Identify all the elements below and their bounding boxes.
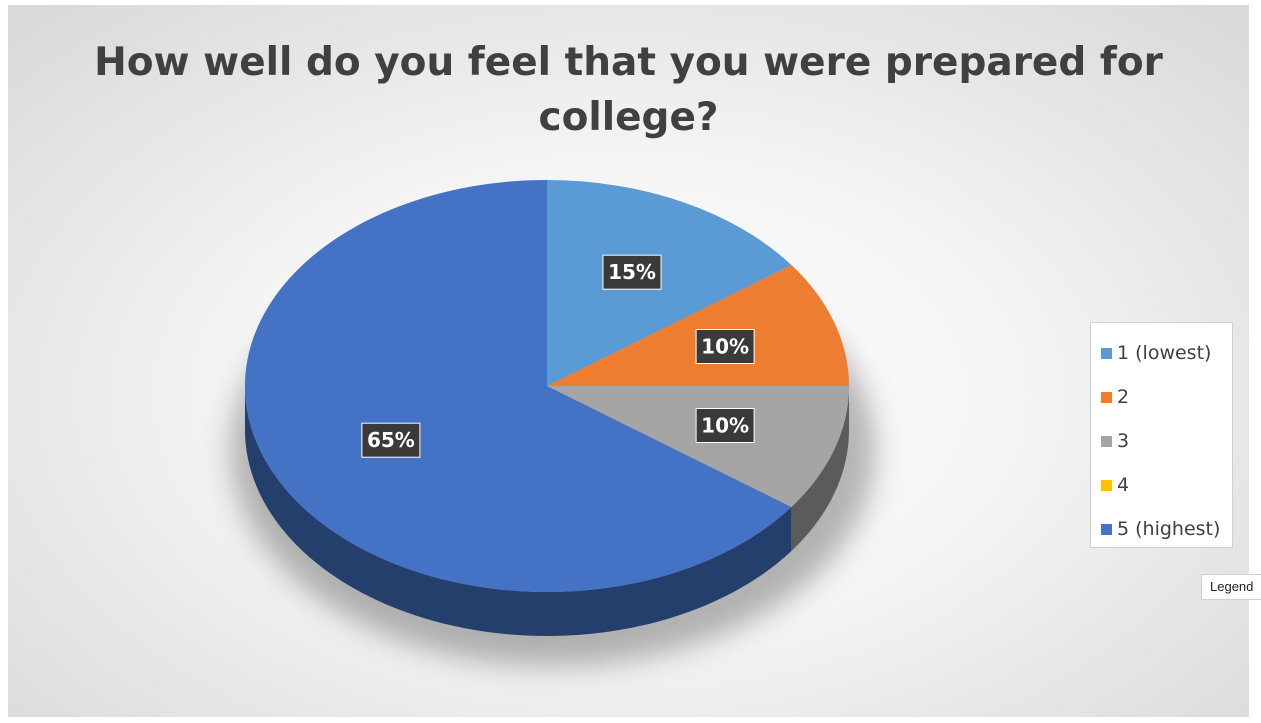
chart-title-line-2: college? — [538, 95, 719, 140]
legend-label-2: 3 — [1117, 430, 1130, 452]
data-label-text-2: 10% — [701, 414, 749, 438]
pie-slice-4[interactable] — [244, 179, 792, 593]
legend-swatch-3 — [1101, 479, 1112, 491]
pie-slice-0[interactable] — [547, 180, 792, 386]
legend-item-2[interactable]: 3 — [1091, 419, 1232, 463]
data-labels: 15% 10% 10% 65% — [361, 254, 755, 458]
data-label-1: 10% — [695, 329, 755, 364]
pie-slices — [244, 179, 849, 593]
legend-item-4[interactable]: 5 (highest) — [1091, 507, 1232, 551]
pie-sides — [245, 386, 849, 636]
data-label-text-1: 10% — [701, 335, 749, 359]
legend-tooltip: Legend — [1201, 574, 1261, 600]
pie-slice-2[interactable] — [547, 386, 849, 508]
legend-swatch-2 — [1101, 435, 1112, 447]
legend[interactable]: 1 (lowest) 2 3 4 5 (highest) — [1090, 322, 1233, 548]
legend-item-0[interactable]: 1 (lowest) — [1091, 331, 1232, 375]
data-label-2: 10% — [695, 408, 755, 443]
chart-title-line-1: How well do you feel that you were prepa… — [94, 40, 1163, 85]
pie-slice-1[interactable] — [547, 264, 849, 386]
data-label-text-0: 15% — [608, 260, 656, 284]
legend-label-1: 2 — [1117, 386, 1130, 408]
pie-side-2 — [791, 386, 849, 552]
legend-label-0: 1 (lowest) — [1117, 342, 1212, 364]
legend-swatch-4 — [1101, 523, 1112, 535]
legend-item-3[interactable]: 4 — [1091, 463, 1232, 507]
chart-title: How well do you feel that you were prepa… — [8, 35, 1249, 145]
legend-label-3: 4 — [1117, 474, 1130, 496]
legend-item-1[interactable]: 2 — [1091, 375, 1232, 419]
data-label-4: 65% — [361, 422, 421, 458]
legend-swatch-0 — [1101, 347, 1112, 359]
data-label-0: 15% — [602, 254, 662, 290]
legend-label-4: 5 (highest) — [1117, 518, 1221, 540]
legend-swatch-1 — [1101, 391, 1112, 403]
pie-side-4 — [245, 386, 792, 636]
data-label-text-4: 65% — [367, 428, 415, 452]
